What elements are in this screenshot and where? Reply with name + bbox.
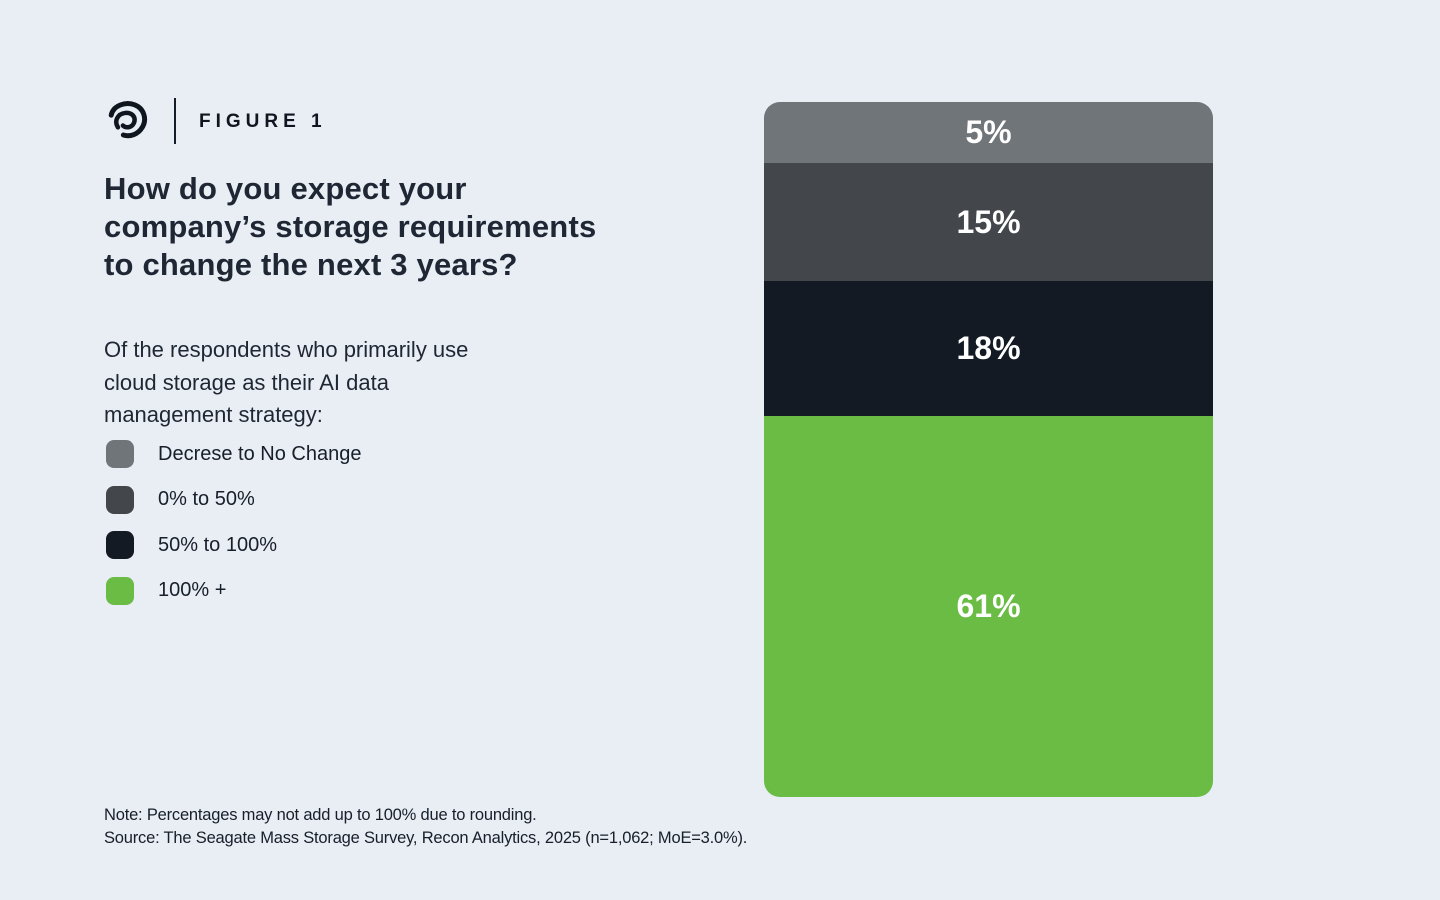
brand-row: FIGURE 1 — [104, 98, 327, 144]
bar-segment-3: 18% — [764, 280, 1213, 416]
legend-item-label: 50% to 100% — [158, 533, 277, 556]
legend-item-label: 100% + — [158, 579, 227, 601]
legend-item-label: Decrese to No Change — [158, 442, 362, 465]
bar-segment-4: 61% — [764, 415, 1213, 797]
legend-swatch-icon — [106, 485, 134, 514]
bar-value-label: 61% — [956, 588, 1021, 625]
legend: Decrese to No Change 0% to 50% 50% to 100%… — [106, 440, 361, 605]
legend-item-2: 0% to 50% — [106, 485, 361, 514]
figure-title: How do you expect your company’s storage… — [104, 170, 597, 282]
source-text: Source: The Seagate Mass Storage Survey,… — [104, 829, 748, 847]
bar-segment-2: 15% — [764, 162, 1213, 281]
figure-subtitle: Of the respondents who primarily use clo… — [104, 337, 469, 427]
legend-swatch-icon — [106, 576, 134, 605]
legend-item-3: 50% to 100% — [106, 531, 361, 559]
legend-swatch-icon — [106, 531, 134, 559]
legend-swatch-icon — [106, 440, 134, 468]
stacked-bar: 5% 15% 18% 61% — [764, 102, 1213, 797]
bar-value-label: 18% — [956, 330, 1021, 367]
note-text: Note: Percentages may not add up to 100%… — [104, 806, 537, 824]
legend-item-4: 100% + — [106, 576, 361, 605]
bar-value-label: 15% — [956, 203, 1021, 240]
bar-value-label: 5% — [965, 114, 1012, 151]
bar-segment-1: 5% — [764, 102, 1213, 163]
figure-label: FIGURE 1 — [199, 111, 327, 132]
footnote: Note: Percentages may not add up to 100%… — [104, 804, 747, 850]
brand-divider — [174, 98, 176, 144]
seagate-logo-icon — [104, 99, 149, 144]
legend-item-1: Decrese to No Change — [106, 440, 361, 468]
legend-item-label: 0% to 50% — [158, 488, 255, 510]
